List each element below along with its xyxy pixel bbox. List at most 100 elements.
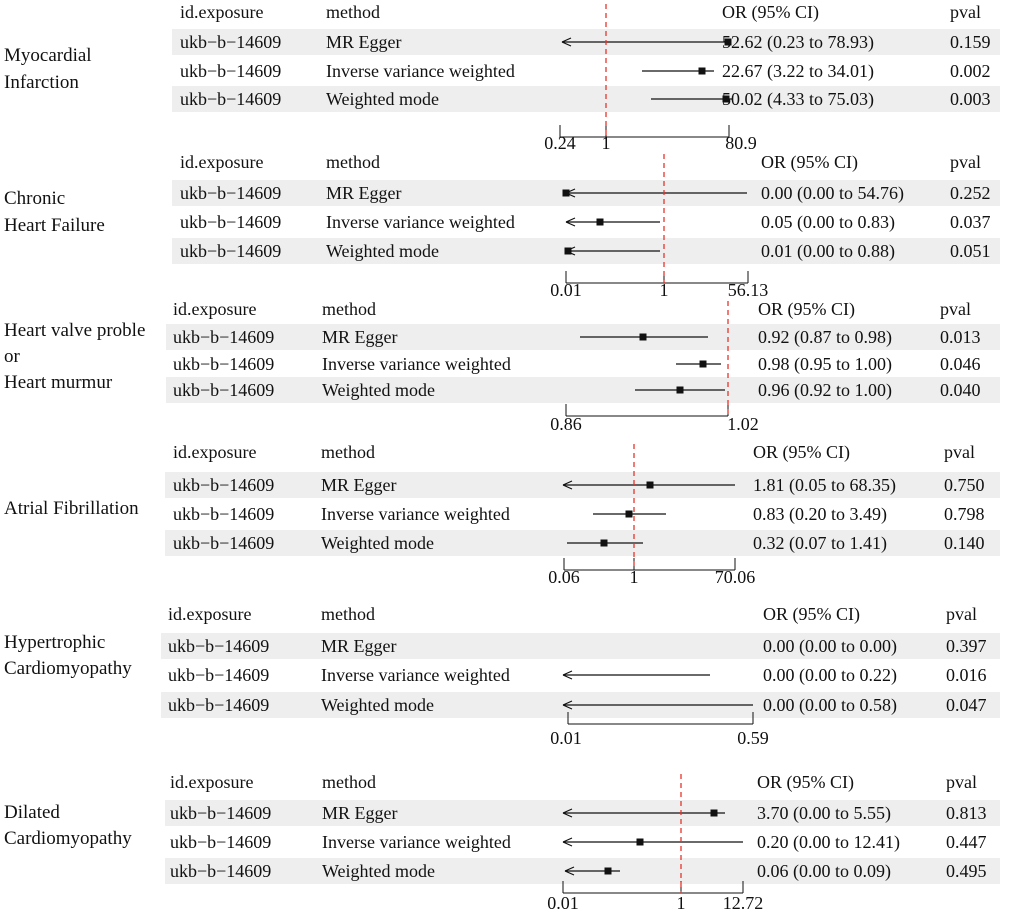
method-cell: MR Egger: [322, 803, 398, 823]
method-cell: Inverse variance weighted: [322, 354, 511, 374]
column-header-exposure: id.exposure: [170, 772, 253, 792]
pval-cell: 0.159: [950, 32, 991, 52]
pval-cell: 0.016: [946, 665, 987, 685]
column-header-or: OR (95% CI): [722, 2, 819, 23]
column-header-pval: pval: [950, 2, 981, 22]
tick-label-max: 80.9: [725, 133, 757, 153]
point-estimate: [724, 38, 732, 46]
exposure-cell: ukb−b−14609: [180, 183, 281, 203]
pval-cell: 0.397: [946, 636, 987, 656]
exposure-cell: ukb−b−14609: [173, 475, 274, 495]
pval-cell: 0.040: [940, 380, 981, 400]
exposure-cell: ukb−b−14609: [173, 354, 274, 374]
pval-cell: 0.750: [944, 475, 985, 495]
tick-label-max: 70.06: [715, 567, 756, 587]
pval-cell: 0.047: [946, 695, 987, 715]
outcome-label: or: [4, 346, 21, 367]
tick-label-ref: 1: [677, 893, 686, 913]
or-ci-cell: 22.67 (3.22 to 34.01): [722, 61, 874, 82]
method-cell: Inverse variance weighted: [326, 212, 515, 232]
point-estimate: [562, 189, 570, 197]
tick-label-max: 0.59: [737, 728, 769, 748]
ci-arrow: [562, 808, 573, 818]
column-header-method: method: [321, 442, 375, 462]
tick-label-ref: 1: [630, 567, 639, 587]
or-ci-cell: 0.00 (0.00 to 54.76): [761, 183, 904, 204]
method-cell: Weighted mode: [326, 89, 439, 109]
point-estimate: [600, 539, 608, 547]
column-header-pval: pval: [940, 299, 971, 319]
tick-label-max: 56.13: [728, 280, 769, 300]
column-header-method: method: [322, 772, 376, 792]
column-header-method: method: [321, 604, 375, 624]
outcome-label: Heart murmur: [4, 372, 113, 393]
outcome-label: Heart Failure: [4, 215, 105, 236]
column-header-method: method: [326, 152, 380, 172]
tick-label-min: 0.24: [544, 133, 576, 153]
or-ci-cell: 0.00 (0.00 to 0.00): [763, 636, 897, 657]
column-header-pval: pval: [946, 604, 977, 624]
ci-arrow: [562, 480, 573, 490]
pval-cell: 0.140: [944, 533, 985, 553]
method-cell: Weighted mode: [322, 380, 435, 400]
or-ci-cell: 0.05 (0.00 to 0.83): [761, 212, 895, 233]
tick-label-min: 0.01: [550, 728, 582, 748]
outcome-label: Hypertrophic: [4, 632, 105, 653]
method-cell: Inverse variance weighted: [321, 504, 510, 524]
ci-arrow: [562, 700, 573, 710]
column-header-or: OR (95% CI): [753, 442, 850, 463]
column-header-or: OR (95% CI): [757, 772, 854, 793]
method-cell: Inverse variance weighted: [322, 832, 511, 852]
outcome-label: Infarction: [4, 72, 79, 93]
exposure-cell: ukb−b−14609: [173, 533, 274, 553]
or-ci-cell: 0.32 (0.07 to 1.41): [753, 533, 887, 554]
point-estimate: [596, 218, 604, 226]
tick-label-max: 1.02: [727, 414, 759, 434]
exposure-cell: ukb−b−14609: [180, 212, 281, 232]
or-ci-cell: 0.00 (0.00 to 0.58): [763, 695, 897, 716]
or-ci-cell: 0.98 (0.95 to 1.00): [758, 354, 892, 375]
pval-cell: 0.252: [950, 183, 991, 203]
exposure-cell: ukb−b−14609: [180, 89, 281, 109]
exposure-cell: ukb−b−14609: [168, 695, 269, 715]
exposure-cell: ukb−b−14609: [180, 32, 281, 52]
tick-label-ref: 1: [602, 133, 611, 153]
pval-cell: 0.046: [940, 354, 981, 374]
exposure-cell: ukb−b−14609: [180, 61, 281, 81]
pval-cell: 0.813: [946, 803, 987, 823]
outcome-label: Cardiomyopathy: [4, 658, 132, 679]
pval-cell: 0.495: [946, 861, 987, 881]
pval-cell: 0.013: [940, 327, 981, 347]
tick-label-ref: 1: [660, 280, 669, 300]
or-ci-cell: 0.83 (0.20 to 3.49): [753, 504, 887, 525]
exposure-cell: ukb−b−14609: [180, 241, 281, 261]
column-header-method: method: [326, 2, 380, 22]
pval-cell: 0.447: [946, 832, 987, 852]
point-estimate: [698, 67, 706, 75]
method-cell: Weighted mode: [326, 241, 439, 261]
or-ci-cell: 0.06 (0.00 to 0.09): [757, 861, 891, 882]
outcome-label: Chronic: [4, 188, 65, 209]
method-cell: Weighted mode: [321, 533, 434, 553]
ci-arrow: [562, 837, 573, 847]
ci-arrow: [561, 37, 572, 47]
exposure-cell: ukb−b−14609: [173, 327, 274, 347]
exposure-cell: ukb−b−14609: [170, 803, 271, 823]
point-estimate: [676, 386, 684, 394]
point-estimate: [699, 360, 707, 368]
ci-arrow: [564, 866, 575, 876]
column-header-exposure: id.exposure: [180, 152, 263, 172]
exposure-cell: ukb−b−14609: [173, 504, 274, 524]
column-header-method: method: [322, 299, 376, 319]
pval-cell: 0.798: [944, 504, 985, 524]
row-band: [172, 86, 1000, 112]
ci-arrow: [565, 217, 576, 227]
column-header-exposure: id.exposure: [173, 442, 256, 462]
or-ci-cell: 50.02 (4.33 to 75.03): [722, 89, 874, 110]
point-estimate: [625, 510, 633, 518]
or-ci-cell: 0.92 (0.87 to 0.98): [758, 327, 892, 348]
point-estimate: [646, 481, 654, 489]
exposure-cell: ukb−b−14609: [170, 861, 271, 881]
or-ci-cell: 0.01 (0.00 to 0.88): [761, 241, 895, 262]
